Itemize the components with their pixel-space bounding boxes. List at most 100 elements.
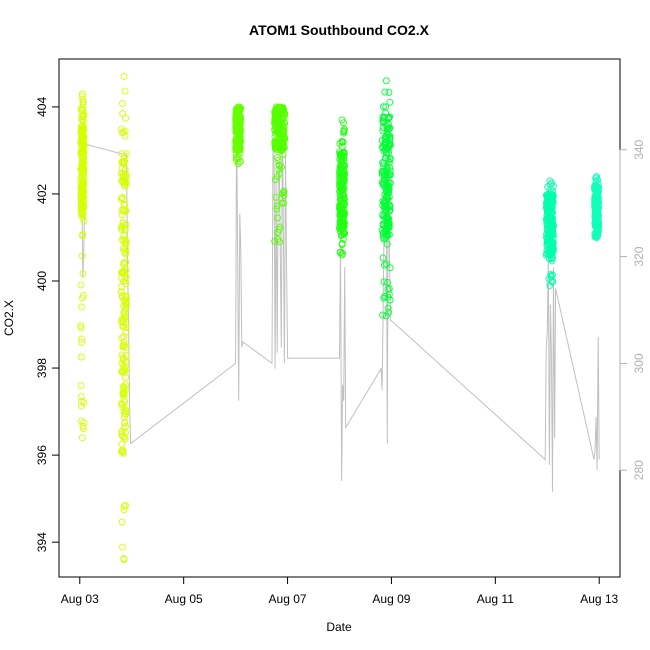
data-point [80,168,88,176]
data-point [118,318,125,326]
data-point [593,234,601,241]
data-point [80,139,88,147]
data-point [118,211,126,219]
data-point [382,312,390,320]
data-point [122,258,130,266]
data-point [272,103,280,111]
point-cluster [232,103,245,167]
data-point [337,151,345,158]
data-point [383,240,391,248]
data-point [233,139,241,147]
data-point [80,291,87,299]
data-point [336,202,344,209]
data-point [338,138,346,146]
data-point [118,169,126,177]
data-point [379,212,387,220]
data-point [546,177,554,185]
data-point [340,200,348,208]
data-point [274,105,282,113]
data-point [594,210,602,218]
data-point [119,543,126,551]
data-point [382,103,390,111]
data-point [77,322,85,330]
data-point [547,214,555,221]
data-point [118,293,126,301]
data-point [386,141,394,149]
data-point [548,254,556,262]
data-point [280,192,288,199]
data-point [119,110,127,117]
data-point [78,90,86,98]
data-point [546,192,554,200]
x-axis: Aug 03 Aug 05 Aug 07 Aug 09 Aug 11 Aug 13 [61,576,619,606]
data-point [79,113,87,121]
data-point [120,413,128,421]
point-cluster [271,103,289,246]
data-point [280,126,288,134]
y-tick-label: 402 [35,184,49,204]
data-point [118,351,126,359]
data-point [122,301,130,309]
data-point [121,410,129,418]
data-point [232,128,240,136]
x-axis-label: Date [326,620,352,634]
data-point [78,128,85,136]
data-point [120,556,128,564]
y-tick-label: 396 [35,445,49,465]
data-point [78,140,86,148]
data-point [338,220,346,228]
data-point [340,165,348,173]
data-point [543,192,551,200]
data-point [119,193,126,201]
data-point [272,193,280,201]
data-point [77,135,85,143]
x-tick-label: Aug 07 [269,592,307,606]
data-point [236,114,244,122]
data-point [339,235,347,243]
data-point [385,308,393,316]
data-point [385,149,392,157]
data-point [80,217,88,225]
data-point [337,232,345,240]
data-point [235,134,243,142]
data-point [549,234,557,242]
data-point [279,104,287,112]
data-point [545,214,553,222]
data-point [120,268,128,276]
data-point [549,220,557,227]
data-point [386,135,394,142]
data-point [544,242,552,250]
data-point [591,197,599,205]
point-cluster [542,177,557,289]
data-point [273,116,281,124]
data-point [119,322,127,330]
data-point [380,278,388,286]
data-point [336,170,344,177]
data-point [77,281,85,289]
data-point [271,237,279,245]
data-point [122,266,130,274]
y-axis-right: 280 300 320 340 [619,139,646,480]
x-tick-label: Aug 09 [372,592,410,606]
data-point [121,374,129,381]
data-point [383,210,391,218]
data-point [276,238,284,246]
data-point [386,264,394,272]
data-point [232,150,240,158]
chart-title: ATOM1 Southbound CO2.X [249,22,430,38]
point-cluster [336,116,349,259]
x-tick-label: Aug 03 [61,592,99,606]
data-point [120,506,128,514]
data-point [340,195,348,202]
data-point [381,183,389,191]
data-point [234,155,241,163]
data-point [384,304,392,312]
data-point [276,223,284,231]
data-point [591,184,599,192]
points-layer [77,72,603,564]
y2-tick-label: 340 [632,139,646,159]
point-cluster [591,173,603,241]
y-tick-label: 400 [35,271,49,291]
y-axis-label: CO2.X [2,300,16,336]
data-point [121,87,129,95]
